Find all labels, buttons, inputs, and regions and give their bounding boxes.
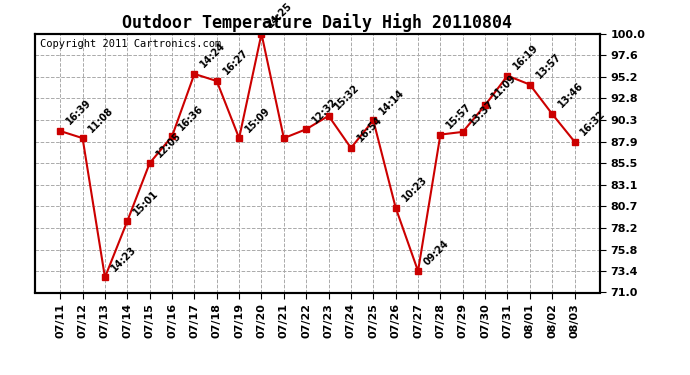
Text: 11:08: 11:08 — [87, 105, 116, 134]
Text: 12:05: 12:05 — [154, 130, 183, 159]
Text: 14:24: 14:24 — [199, 41, 228, 70]
Text: 10:23: 10:23 — [400, 175, 428, 204]
Text: 13:57: 13:57 — [534, 51, 563, 81]
Text: 16:54: 16:54 — [355, 115, 384, 144]
Text: 16:36: 16:36 — [176, 103, 205, 132]
Text: 14:25: 14:25 — [266, 1, 295, 30]
Text: 15:01: 15:01 — [132, 188, 161, 217]
Title: Outdoor Temperature Daily High 20110804: Outdoor Temperature Daily High 20110804 — [122, 13, 513, 32]
Text: 14:14: 14:14 — [377, 87, 406, 116]
Text: 11:09: 11:09 — [489, 72, 518, 101]
Text: 16:19: 16:19 — [512, 42, 541, 72]
Text: 16:39: 16:39 — [64, 98, 93, 127]
Text: 12:32: 12:32 — [310, 96, 339, 125]
Text: 16:27: 16:27 — [221, 48, 250, 77]
Text: 15:57: 15:57 — [444, 101, 473, 130]
Text: 13:46: 13:46 — [556, 81, 585, 110]
Text: 13:37: 13:37 — [467, 99, 496, 128]
Text: 09:24: 09:24 — [422, 238, 451, 267]
Text: 16:32: 16:32 — [579, 108, 608, 138]
Text: 15:09: 15:09 — [244, 105, 273, 134]
Text: 14:23: 14:23 — [109, 244, 138, 273]
Text: Copyright 2011 Cartronics.com: Copyright 2011 Cartronics.com — [40, 39, 221, 49]
Text: 15:32: 15:32 — [333, 82, 362, 112]
